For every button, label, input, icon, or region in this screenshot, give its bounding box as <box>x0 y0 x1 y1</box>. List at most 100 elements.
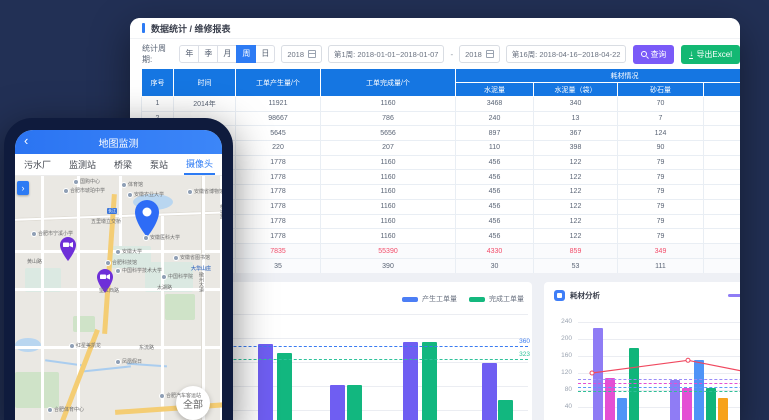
period-label: 统计周期: <box>142 44 166 64</box>
phone-page-title: 地图监测 <box>98 138 139 150</box>
table-cell: 124 <box>617 125 704 142</box>
table-cell: 4330 <box>455 242 534 260</box>
bar[interactable] <box>694 360 704 420</box>
period-option-月[interactable]: 月 <box>217 45 238 63</box>
period-option-年[interactable]: 年 <box>179 45 200 63</box>
table-cell: 55390 <box>320 242 456 260</box>
week-from-input[interactable]: 第1周: 2018-01-01~2018-01-07 <box>328 45 445 63</box>
calendar-icon <box>308 50 316 58</box>
week-to-input[interactable]: 第16周: 2018-04-16~2018-04-22 <box>505 45 627 63</box>
chart-title: 耗材分析 <box>570 291 600 300</box>
bar[interactable] <box>605 378 615 420</box>
column-header: 工单产生量/个 <box>235 68 321 97</box>
map-label: 合肥市琥珀中学 <box>63 187 105 194</box>
table-cell: 79 <box>617 154 704 171</box>
calendar-icon <box>485 50 494 58</box>
year-from-select[interactable]: 2018 <box>281 45 322 63</box>
bar-完成工单量[interactable] <box>347 384 362 420</box>
map-canvas[interactable]: 长江 › 全部 国购中心 合肥市琥珀中学 体育馆 安徽农 <box>15 176 222 420</box>
bar[interactable] <box>706 387 716 420</box>
phone-tab-污水厂[interactable]: 污水厂 <box>23 160 51 170</box>
period-option-周[interactable]: 周 <box>236 45 257 63</box>
chart-title-row: 耗材分析 <box>554 290 600 301</box>
bar-产生工单量[interactable] <box>258 344 273 420</box>
week-to-value: 第16周: 2018-04-16~2018-04-22 <box>511 49 621 59</box>
table-cell: 98667 <box>235 110 321 127</box>
group-header: 耗材情况 <box>455 68 740 83</box>
map-road <box>77 176 80 420</box>
map-label: 望江西路 <box>99 288 120 294</box>
y-axis-tick: 200 <box>561 335 572 342</box>
map-area <box>15 372 59 408</box>
table-cell: 19 <box>703 140 740 156</box>
panel-expand-button[interactable]: › <box>17 181 29 195</box>
table-cell: 79 <box>617 228 704 244</box>
camera-marker-icon[interactable] <box>95 268 115 295</box>
bar[interactable] <box>670 380 680 420</box>
map-label: 太湖路 <box>157 285 173 291</box>
map-label: 黄山路 <box>27 259 43 265</box>
phone-tab-桥梁[interactable]: 桥梁 <box>113 160 132 170</box>
table-cell: 67 <box>703 154 740 171</box>
bar[interactable] <box>682 387 692 420</box>
legend-item[interactable]: 产生工单量 <box>402 294 457 304</box>
period-option-日[interactable]: 日 <box>255 45 276 63</box>
map-label: 安徽省图书馆 <box>173 254 210 261</box>
table-cell: 122 <box>533 169 618 186</box>
back-chevron-icon[interactable]: ‹ <box>24 133 29 148</box>
export-excel-button[interactable]: ↓ 导出Excel <box>681 44 740 64</box>
phone-tab-摄像头[interactable]: 摄像头 <box>183 154 215 175</box>
table-cell: 5645 <box>235 125 321 142</box>
sub-column-header: 砂石量 <box>617 82 704 97</box>
table-cell: 220 <box>235 140 321 156</box>
table-cell: 2014年 <box>173 96 236 112</box>
phone-tab-监测站[interactable]: 监测站 <box>68 160 96 170</box>
bar[interactable] <box>593 327 603 420</box>
table-cell: 90 <box>617 140 704 156</box>
map-road <box>161 216 164 420</box>
table-cell: 122 <box>533 213 618 230</box>
gridline <box>578 322 740 323</box>
period-option-季[interactable]: 季 <box>198 45 219 63</box>
table-cell: 5656 <box>320 125 456 142</box>
map-pin-blue[interactable] <box>130 197 164 241</box>
bar-完成工单量[interactable] <box>498 399 513 420</box>
bar-完成工单量[interactable] <box>422 341 437 420</box>
phone-tab-泵站[interactable]: 泵站 <box>149 160 168 170</box>
map-label: 红星美凯龙 <box>69 342 101 349</box>
gridline <box>148 362 528 363</box>
download-icon: ↓ <box>689 48 694 59</box>
year-to-select[interactable]: 2018 <box>459 45 500 63</box>
map-label: 安徽大学 <box>115 248 142 255</box>
query-button[interactable]: 查询 <box>633 44 675 64</box>
map-water <box>15 338 41 352</box>
phone-tab-bar: 污水厂 监测站 桥梁 泵站 摄像头 <box>15 154 222 176</box>
map-label: 合肥科技馆 <box>105 259 137 266</box>
bar-产生工单量[interactable] <box>330 385 345 420</box>
table-cell: 30 <box>455 258 534 275</box>
table-cell: 1160 <box>320 213 456 230</box>
table-cell: 1160 <box>320 228 456 244</box>
map-label: 东流路 <box>139 345 155 351</box>
map-label: 大华山庄 <box>191 266 212 272</box>
phone-header: ‹ 地图监测 <box>15 130 222 154</box>
bar[interactable] <box>718 398 728 420</box>
map-label: 合肥市宁溪小学 <box>31 230 73 237</box>
table-cell: 110 <box>455 140 534 156</box>
bar-产生工单量[interactable] <box>482 363 497 420</box>
bar[interactable] <box>617 398 627 420</box>
legend-item[interactable]: 完成工单量 <box>469 294 524 304</box>
table-cell: 79 <box>617 198 704 215</box>
bar-完成工单量[interactable] <box>277 353 292 420</box>
bar-产生工单量[interactable] <box>403 342 418 420</box>
year-to-value: 2018 <box>465 49 482 59</box>
table-cell: 340 <box>533 96 618 112</box>
y-axis-tick: 80 <box>564 386 572 393</box>
camera-marker-icon[interactable] <box>58 236 78 263</box>
table-cell: 67 <box>703 228 740 244</box>
export-button-label: 导出Excel <box>696 49 732 59</box>
map-label: 安徽农业大学 <box>127 191 164 198</box>
y-axis-tick: 120 <box>561 369 572 376</box>
table-row: 5177811604561227967 <box>141 154 740 171</box>
table-cell: 67 <box>703 213 740 230</box>
